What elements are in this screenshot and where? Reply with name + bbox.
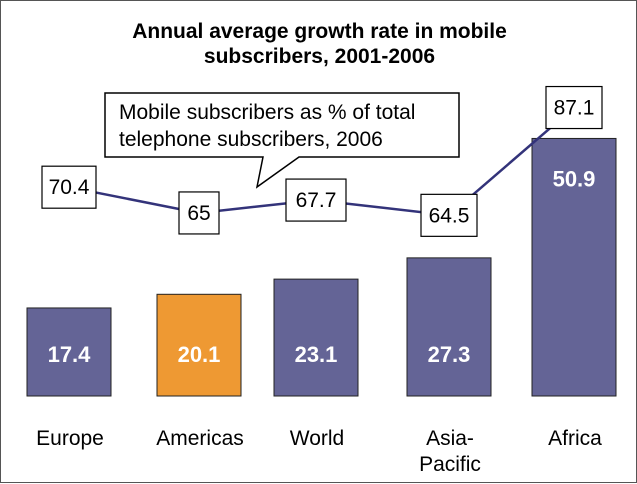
category-label-2: World (290, 427, 344, 450)
bar-4 (531, 137, 617, 397)
line-value-box-3 (420, 193, 478, 237)
line-value-label-3: 64.5 (429, 204, 470, 227)
line-value-label-0: 70.4 (49, 176, 90, 199)
line-value-label-4: 87.1 (554, 97, 595, 120)
category-label-4: Africa (548, 427, 602, 450)
bar-value-label-2: 23.1 (295, 342, 338, 367)
line-value-label-1: 65 (187, 202, 210, 225)
line-value-box-1 (178, 191, 220, 235)
bar-value-label-0: 17.4 (48, 342, 92, 367)
category-label-1: Americas (156, 427, 244, 450)
bar-value-label-4: 50.9 (553, 166, 596, 191)
category-label-0: Europe (36, 427, 104, 450)
bar-2 (273, 278, 359, 397)
bar-0 (26, 307, 112, 397)
bar-value-label-1: 20.1 (178, 342, 221, 367)
bar-1 (156, 293, 242, 397)
category-label-3-1: Pacific (419, 453, 481, 476)
bar-value-label-3: 27.3 (428, 342, 471, 367)
bar-3 (406, 257, 492, 397)
callout-box (104, 92, 460, 189)
line-value-label-2: 67.7 (296, 189, 337, 212)
line-value-box-2 (285, 178, 347, 222)
chart-title-line-2: subscribers, 2001-2006 (203, 45, 436, 68)
category-label-3-0: Asia- (426, 427, 474, 450)
chart-title: Annual average growth rate in mobile sub… (1, 19, 637, 69)
line-value-box-0 (41, 165, 97, 209)
legend-callout: Mobile subscribers as % of total telepho… (104, 92, 460, 189)
chart-title-line-1: Annual average growth rate in mobile (132, 20, 507, 43)
callout-text-line-2: telephone subscribers, 2006 (119, 128, 383, 151)
line-value-box-4 (545, 85, 603, 130)
callout-text-line-1: Mobile subscribers as % of total (119, 101, 415, 124)
